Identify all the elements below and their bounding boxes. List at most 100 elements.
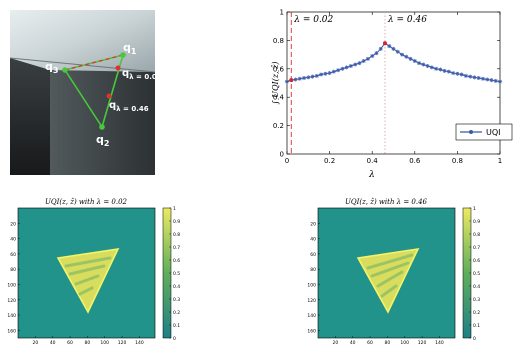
point-q3-marker xyxy=(62,67,68,73)
colorbar-tick-label: 0.9 xyxy=(173,219,180,225)
data-point xyxy=(353,62,358,67)
data-point xyxy=(378,46,383,51)
data-point xyxy=(480,76,485,81)
heatmap-y-tick-label: 40 xyxy=(310,237,316,243)
texture-streak xyxy=(376,270,404,288)
data-point xyxy=(434,66,439,71)
data-point xyxy=(468,74,473,79)
point-q1-marker xyxy=(120,52,126,58)
triangle-border xyxy=(356,247,420,314)
data-point xyxy=(493,78,498,83)
texture-streak xyxy=(64,256,112,268)
annotation-label-1: λ = 0.46 xyxy=(387,15,427,25)
line-chart-ylabel: ∫ UQI(z, ẑ) xyxy=(271,62,280,105)
data-point xyxy=(336,68,341,73)
colorbar-tick-label: 0.5 xyxy=(473,271,480,277)
heatmap-2-title: UQI(z, ẑ) with λ = 0.46 xyxy=(345,198,428,206)
heatmap-x-tick-label: 120 xyxy=(418,340,427,346)
heatmap-y-tick-label: 140 xyxy=(7,313,16,319)
triangle-border xyxy=(56,247,120,314)
y-tick-label: 0.8 xyxy=(273,37,284,45)
data-point xyxy=(463,73,468,78)
data-point xyxy=(302,76,307,81)
point-q-lambda-046-marker xyxy=(106,93,112,99)
data-point xyxy=(297,76,302,81)
heatmap-x-tick-label: 80 xyxy=(84,340,90,346)
colorbar-tick-label: 0.3 xyxy=(173,297,180,303)
data-point xyxy=(331,69,336,74)
line-chart-annotations: λ = 0.02 λ = 0.46 xyxy=(290,12,427,154)
y-tick-label: 0.2 xyxy=(273,122,284,130)
heatmap-lambda-046: UQI(z, ẑ) with λ = 0.46 2040608010012014… xyxy=(307,198,480,346)
data-point xyxy=(404,54,409,59)
colorbar-tick-label: 0.1 xyxy=(473,323,480,329)
data-point xyxy=(365,56,370,61)
data-point xyxy=(348,63,353,68)
data-point xyxy=(408,56,413,61)
data-point xyxy=(476,76,481,81)
heatmap-lambda-002: UQI(z, ẑ) with λ = 0.02 2040608010012014… xyxy=(7,198,180,346)
texture-streak xyxy=(366,253,414,270)
point-q2-label: q2 xyxy=(96,133,109,148)
data-point xyxy=(357,61,362,66)
data-point xyxy=(374,51,379,56)
annotation-point-0 xyxy=(289,78,294,83)
colorbar-tick-label: 0.2 xyxy=(173,310,180,316)
heatmap-y-tick-label: 80 xyxy=(310,267,316,273)
heatmap-y-tick-label: 20 xyxy=(310,221,316,227)
data-point xyxy=(425,63,430,68)
colorbar-tick-label: 0 xyxy=(473,336,476,342)
legend-marker xyxy=(469,130,473,134)
heatmap-x-tick-label: 20 xyxy=(32,340,38,346)
colorbar-tick-label: 0.8 xyxy=(473,232,480,238)
data-point xyxy=(438,67,443,72)
data-point xyxy=(455,71,460,76)
data-point xyxy=(340,66,345,71)
data-point xyxy=(498,79,502,84)
table-top xyxy=(10,10,155,72)
heatmap-y-tick-label: 40 xyxy=(10,237,16,243)
triangle-edge-q3-q2 xyxy=(64,69,103,128)
point-q1-label: q1 xyxy=(123,41,137,56)
line-chart-legend: UQI xyxy=(455,123,513,141)
heatmap-y-tick-label: 120 xyxy=(307,298,316,304)
colorbar-tick-label: 0.6 xyxy=(173,258,180,264)
dashed-edge xyxy=(64,54,124,71)
y-tick-label: 0.6 xyxy=(273,65,285,73)
line-chart-xlabel: λ xyxy=(368,170,375,180)
heatmap-frame xyxy=(17,207,156,339)
data-point xyxy=(344,65,349,70)
heatmap-x-tick-label: 40 xyxy=(350,340,356,346)
data-point xyxy=(327,71,332,76)
heatmap-2-body: 20 40 60 80 100 120 140 160 20 40 60 80 100 120 140 0 0.… xyxy=(307,206,480,346)
heatmap-y-tick-label: 80 xyxy=(10,267,16,273)
heatmap-1-body: 20 40 60 80 100 120 140 160 20 40 60 80 100 120 140 0 0.… xyxy=(7,206,180,346)
colorbar-tick-label: 0.4 xyxy=(173,284,180,290)
colorbar-tick-label: 0.5 xyxy=(173,271,180,277)
colorbar-tick-label: 0.8 xyxy=(173,232,180,238)
data-point xyxy=(391,46,396,51)
data-point xyxy=(485,77,490,82)
annotation-point-1 xyxy=(382,41,387,46)
colorbar-tick-label: 0.7 xyxy=(473,245,480,251)
data-point xyxy=(314,73,319,78)
data-point xyxy=(285,79,289,84)
heatmap-x-tick-label: 40 xyxy=(50,340,56,346)
heatmap-x-tick-label: 60 xyxy=(67,340,73,346)
heatmap-y-tick-label: 60 xyxy=(10,252,16,258)
data-point xyxy=(489,78,494,83)
heatmap-y-tick-label: 100 xyxy=(307,282,316,288)
data-point xyxy=(370,54,375,59)
heatmap-x-tick-label: 80 xyxy=(384,340,390,346)
data-point xyxy=(395,49,400,54)
colorbar-tick-label: 0.7 xyxy=(173,245,180,251)
data-point xyxy=(417,61,422,66)
data-point xyxy=(293,77,298,82)
point-q2-marker xyxy=(99,124,105,130)
heatmap-x-tick-label: 20 xyxy=(332,340,338,346)
heatmap-frame xyxy=(317,207,456,339)
data-point xyxy=(400,52,405,57)
data-point xyxy=(459,72,464,77)
colorbar-tick-label: 0.9 xyxy=(473,219,480,225)
texture-streak xyxy=(78,286,94,296)
